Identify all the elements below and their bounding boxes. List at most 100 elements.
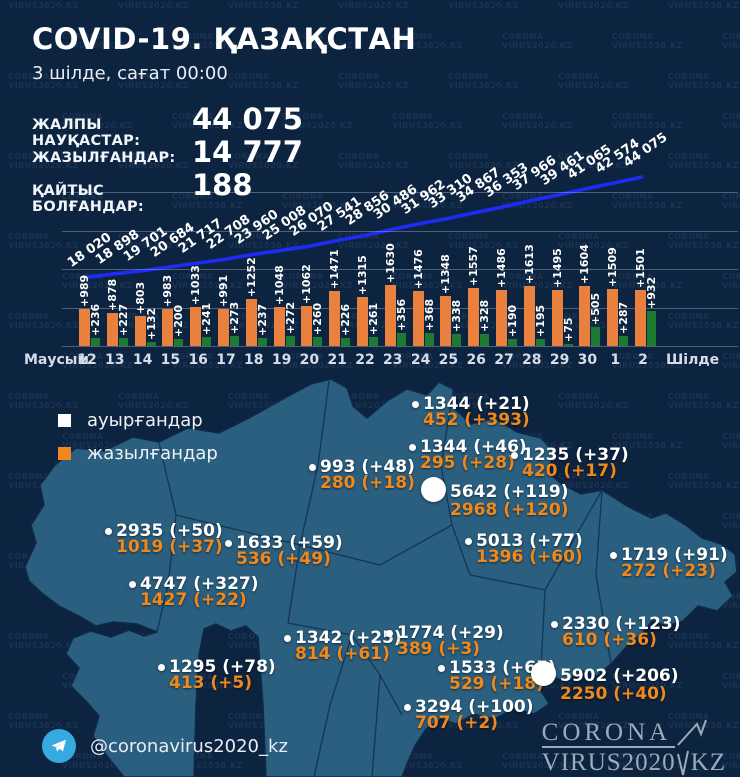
- new-cases-bar: [218, 309, 229, 347]
- region-cases-value: 5013 (+77): [476, 531, 583, 551]
- white-swatch: [58, 413, 71, 427]
- recovered-bar: [146, 341, 156, 347]
- region-dot-marker: [408, 443, 416, 451]
- x-axis-day-label: 27: [494, 352, 514, 368]
- stat-value: 14 777: [192, 135, 303, 169]
- recovered-bar: [369, 336, 378, 347]
- region-dot-marker: [308, 463, 316, 471]
- region-dot-marker: [283, 634, 291, 642]
- region-cases-value: 993 (+48): [320, 457, 415, 477]
- new-cases-bar: [301, 306, 313, 347]
- legend-item-recovered: жазылғандар: [58, 442, 218, 464]
- new-cases-bar: [551, 289, 563, 347]
- x-axis-day-label: 24: [410, 352, 431, 368]
- region-recovered-value: 1019 (+37): [116, 537, 223, 557]
- region-cases-value: 1342 (+25): [295, 628, 402, 648]
- region-dot-marker: [104, 527, 112, 535]
- region-dot-marker: [550, 620, 558, 628]
- new-cases-bar: [635, 289, 646, 347]
- recovered-bar: [230, 336, 239, 347]
- region-recovered-value: 280 (+18): [320, 473, 415, 493]
- recovered-bar: [285, 336, 295, 347]
- x-axis-day-label: 21: [327, 352, 347, 368]
- telegram-icon: [42, 729, 76, 763]
- x-axis-month-june: Маусым: [24, 352, 89, 368]
- region-cases-value: 2330 (+123): [562, 614, 681, 634]
- heartbeat-spike-icon: [676, 750, 689, 776]
- map-legend: ауырғандар жазылғандар: [58, 410, 218, 476]
- x-axis-day-label: 22: [355, 352, 375, 368]
- recovered-bar: [480, 334, 490, 347]
- region-cases-value: 5902 (+206): [560, 666, 679, 686]
- x-axis-day-label: 30: [577, 352, 598, 368]
- telegram-link[interactable]: @coronavirus2020_kz: [42, 729, 288, 763]
- x-axis-month-july: Шілде: [666, 352, 720, 368]
- region-dot-marker: [403, 703, 411, 711]
- recovered-bar: [563, 343, 573, 347]
- kazakhstan-map: [24, 378, 738, 777]
- chart-gridline: [62, 307, 738, 309]
- stat-recovered: ЖАЗЫЛҒАНДАР: 14 777: [32, 135, 416, 169]
- x-axis-day-label: 17: [216, 352, 236, 368]
- stat-value: 188: [192, 168, 253, 202]
- x-axis-day-label: 20: [299, 352, 320, 368]
- stat-total-cases: ЖАЛПЫ НАУҚАСТАР: 44 075: [32, 102, 416, 149]
- header: COVID-19. ҚАЗАҚСТАН 3 шілде, сағат 00:00…: [32, 22, 416, 215]
- x-axis-day-label: 25: [438, 352, 459, 368]
- recovered-bar: [257, 337, 267, 347]
- recovered-bar: [424, 332, 434, 347]
- new-cases-bar: [496, 290, 507, 347]
- logo-line-1: CORONA: [541, 718, 726, 748]
- city-circle-marker: [420, 476, 446, 502]
- region-recovered-value: 413 (+5): [169, 673, 253, 693]
- region-recovered-value: 536 (+49): [236, 549, 331, 569]
- region-dot-marker: [411, 400, 419, 408]
- recovered-bar: [118, 337, 128, 347]
- recovered-bar: [591, 327, 601, 347]
- region-cases-value: 5642 (+119): [450, 482, 569, 502]
- region-dot-marker: [437, 664, 445, 672]
- new-cases-bar: [579, 285, 591, 347]
- telegram-handle: @coronavirus2020_kz: [90, 735, 288, 757]
- region-dot-marker: [609, 551, 617, 559]
- x-axis-day-label: 12: [77, 352, 97, 368]
- x-axis-day-label: 23: [383, 352, 403, 368]
- coronavirus2020kz-logo: CORONA VIRUS2020 KZ: [541, 718, 726, 777]
- x-axis-day-label: 18: [244, 352, 264, 368]
- recovered-bar: [202, 337, 212, 347]
- x-axis-day-label: 2: [638, 352, 648, 368]
- new-cases-bar: [190, 307, 202, 347]
- region-cases-value: 4747 (+327): [140, 574, 259, 594]
- oblast-borders: [156, 380, 612, 777]
- legend-item-sick: ауырғандар: [58, 409, 218, 431]
- new-cases-bar: [329, 290, 341, 347]
- x-axis-day-label: 13: [105, 352, 125, 368]
- new-cases-bar: [468, 287, 480, 347]
- x-axis-day-label: 19: [271, 352, 292, 368]
- new-cases-bar: [134, 316, 146, 347]
- chart-gridline: [62, 192, 738, 194]
- region-cases-value: 2935 (+50): [116, 521, 223, 541]
- x-axis-day-label: 1: [610, 352, 621, 368]
- chart-gridline: [62, 269, 738, 271]
- chart-gridline: [62, 346, 738, 348]
- logo-virus2020-text: VIRUS2020: [541, 749, 676, 776]
- new-cases-bar: [273, 306, 285, 347]
- region-recovered-value: 389 (+3): [397, 639, 481, 659]
- new-cases-bar: [106, 313, 118, 347]
- region-recovered-value: 2968 (+120): [450, 500, 569, 520]
- recovered-bar: [508, 339, 517, 347]
- x-axis-day-label: 29: [549, 352, 570, 368]
- region-dot-marker: [224, 539, 232, 547]
- new-cases-bar: [523, 285, 535, 347]
- region-recovered-value: 610 (+36): [562, 630, 657, 650]
- legend-label: жазылғандар: [87, 442, 218, 464]
- recovered-bar: [313, 336, 323, 347]
- recovered-bar: [647, 311, 656, 347]
- recovered-bar: [619, 335, 629, 347]
- legend-label: ауырғандар: [87, 409, 203, 431]
- x-axis-day-label: 14: [132, 352, 153, 368]
- cumulative-line-chart: [86, 175, 644, 279]
- recovered-bar: [341, 337, 351, 347]
